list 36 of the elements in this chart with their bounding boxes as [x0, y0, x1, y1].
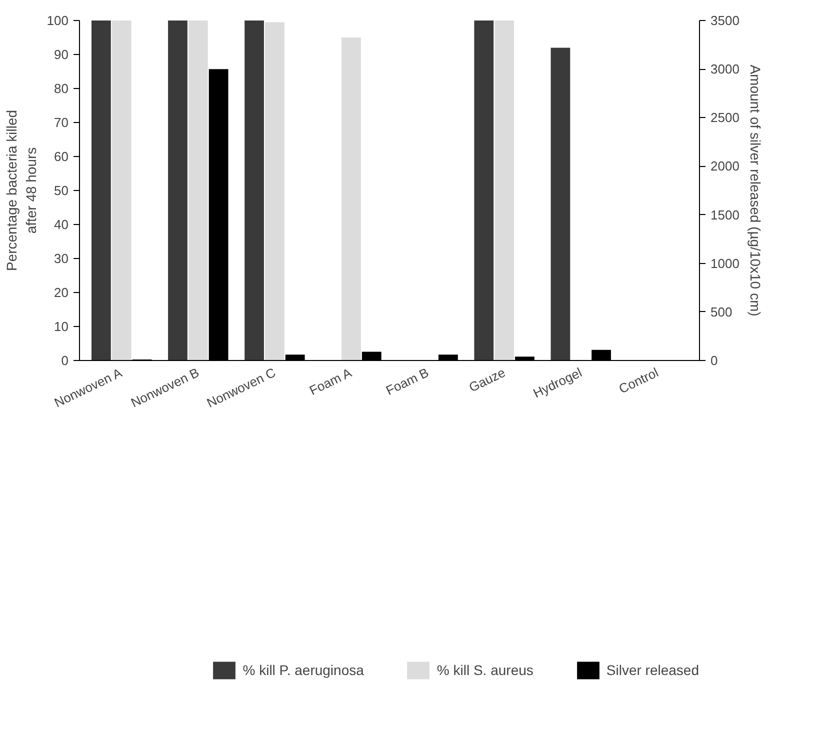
y2-tick-label: 3000	[710, 62, 740, 77]
y-tick-label: 90	[54, 47, 69, 62]
y2-tick-label: 3500	[710, 13, 740, 28]
y-tick-label: 60	[54, 149, 69, 164]
y-tick-label: 70	[54, 115, 69, 130]
y-tick-label: 100	[46, 13, 69, 28]
y-tick-label: 10	[54, 319, 69, 334]
y-tick-label: 80	[54, 81, 69, 96]
y2-tick-label: 0	[710, 353, 718, 368]
y-tick-label: 30	[54, 251, 69, 266]
legend-label: Silver released	[606, 662, 699, 678]
bar	[168, 20, 188, 360]
x-tick-label: Gauze	[466, 364, 508, 395]
x-tick-label: Foam A	[306, 364, 354, 398]
bar	[91, 20, 111, 360]
bar	[474, 20, 494, 360]
x-tick-label: Foam B	[384, 364, 432, 398]
y-axis-title: Percentage bacteria killed after 48 hours	[4, 110, 39, 272]
y-tick-label: 20	[54, 285, 69, 300]
bar	[342, 38, 361, 360]
bar	[494, 20, 514, 360]
legend-label: % kill P. aeruginosa	[242, 662, 364, 678]
y2-tick-label: 2000	[710, 158, 740, 174]
bar	[550, 48, 570, 360]
y-tick-label: 0	[61, 353, 69, 368]
y2-tick-label: 500	[710, 304, 732, 320]
bar	[112, 20, 132, 360]
y2-tick-label: 1500	[710, 207, 740, 222]
legend-label: % kill S. aureus	[436, 662, 534, 678]
y-tick-label: 40	[54, 217, 69, 232]
bar	[244, 20, 264, 360]
y2-axis-title: Amount of silver released (µg/10x10 cm)	[747, 64, 764, 316]
y2-tick-label: 2500	[710, 110, 740, 126]
y2-tick-label: 1000	[710, 256, 740, 271]
y-tick-label: 50	[54, 183, 69, 198]
bar	[264, 22, 284, 360]
